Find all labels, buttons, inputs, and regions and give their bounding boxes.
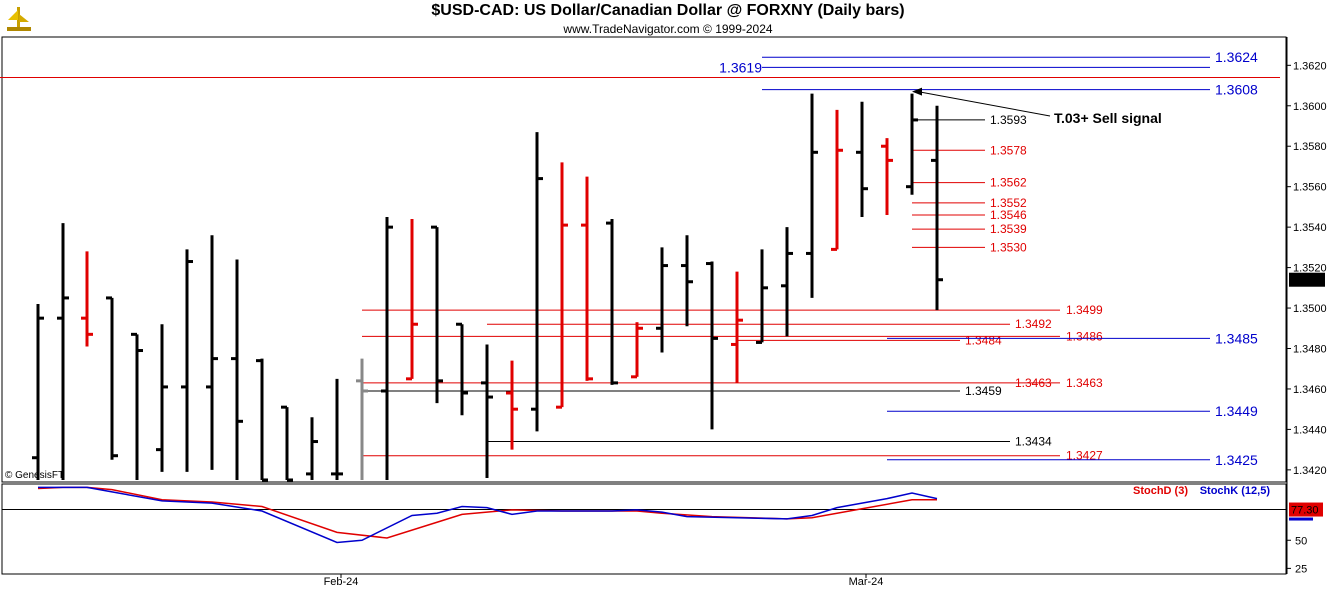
stoch-value-label: 77.30 (1291, 505, 1319, 517)
level-label: 1.3486 (1066, 329, 1103, 343)
price-tick-label: 1.3580 (1293, 141, 1327, 153)
ohlc-bar (81, 251, 93, 347)
level-label: 1.3578 (990, 143, 1027, 157)
level-label: 1.3484 (965, 333, 1002, 347)
price-tick-label: 1.3600 (1293, 101, 1327, 113)
level-label: 1.3459 (965, 384, 1002, 398)
ohlc-bar (206, 235, 218, 470)
price-tick-label: 1.3520 (1293, 263, 1327, 275)
level-label: 1.3449 (1215, 403, 1258, 419)
ohlc-bar (481, 344, 493, 478)
ohlc-bar (731, 271, 743, 383)
ohlc-bar (781, 227, 793, 337)
price-tick-label: 1.3560 (1293, 182, 1327, 194)
ohlc-bar (231, 259, 243, 480)
price-tick-label: 1.3420 (1293, 465, 1327, 477)
stochastic-panel (1, 483, 1287, 575)
last-price-label: 1.3514 (1291, 275, 1325, 287)
level-label: 1.3499 (1066, 303, 1103, 317)
stoch-value-box (1289, 502, 1323, 517)
stoch-tick-label: 25 (1295, 563, 1307, 575)
price-tick-label: 1.3620 (1293, 60, 1327, 72)
ohlc-bar (456, 322, 468, 416)
last-price-box (1289, 272, 1325, 287)
price-tick-label: 1.3500 (1293, 303, 1327, 315)
ohlc-bar (281, 405, 293, 482)
annotation-label: T.03+ Sell signal (1054, 110, 1162, 126)
ohlc-bar (131, 332, 143, 480)
ohlc-bar (306, 417, 318, 480)
level-label: 1.3427 (1066, 449, 1103, 463)
ohlc-bar (431, 225, 443, 404)
level-label: 1.3539 (990, 222, 1027, 236)
level-label: 1.3530 (990, 240, 1027, 254)
ohlc-bar (331, 378, 343, 480)
level-label: 1.3608 (1215, 82, 1258, 98)
level-label: 1.3485 (1215, 330, 1258, 346)
level-label: 1.3562 (990, 176, 1027, 190)
date-label: Feb-24 (324, 576, 359, 588)
ohlc-bar (406, 219, 418, 381)
ohlc-bar (606, 219, 618, 385)
level-label: 1.3624 (1215, 49, 1258, 65)
ohlc-bar (881, 138, 893, 215)
ohlc-bar (756, 249, 768, 344)
trade-navigator-logo-icon (4, 4, 34, 39)
ohlc-bar (256, 358, 268, 482)
annotation-arrow-head (912, 87, 922, 96)
ohlc-bar (631, 322, 643, 379)
ohlc-bar (831, 109, 843, 251)
ohlc-bar (856, 101, 868, 218)
ohlc-bar (356, 358, 368, 480)
level-label: 1.3463 (1066, 376, 1103, 390)
level-label: 1.3434 (1015, 435, 1052, 449)
stochD-legend: StochD (3) (1133, 485, 1188, 497)
stochK-marker (1289, 517, 1313, 521)
date-label: Mar-24 (849, 576, 884, 588)
level-label: 1.3546 (990, 208, 1027, 222)
level-label: 1.3552 (990, 196, 1027, 210)
price-tick-label: 1.3440 (1293, 424, 1327, 436)
ohlc-bar (656, 247, 668, 353)
ohlc-bar (32, 304, 44, 480)
ohlc-bar (706, 261, 718, 430)
level-label-left: 1.3619 (719, 59, 762, 75)
ohlc-bar (156, 324, 168, 472)
ohlc-bar (931, 105, 943, 311)
chart-subtitle: www.TradeNavigator.com © 1999-2024 (563, 22, 773, 36)
stochK-legend: StochK (12,5) (1200, 485, 1271, 497)
ohlc-bar (181, 249, 193, 472)
level-label: 1.3492 (1015, 317, 1052, 331)
genesis-credit: © GenesisFT (5, 470, 64, 481)
price-tick-label: 1.3460 (1293, 384, 1327, 396)
stochD-line (37, 486, 937, 539)
chart-title: $USD-CAD: US Dollar/Canadian Dollar @ FO… (431, 2, 905, 19)
ohlc-bar (906, 93, 918, 195)
ohlc-bar (57, 223, 69, 480)
ohlc-bar (506, 360, 518, 450)
ohlc-bar (556, 162, 568, 409)
ohlc-bar (681, 235, 693, 327)
stochK-line (38, 486, 938, 544)
price-panel (1, 36, 1287, 483)
stoch-tick-label: 50 (1295, 535, 1307, 547)
ohlc-bar (531, 132, 543, 432)
price-tick-label: 1.3480 (1293, 344, 1327, 356)
annotation-arrow-line (917, 91, 1051, 117)
level-label: 1.3425 (1215, 452, 1258, 468)
level-label: 1.3593 (990, 113, 1027, 127)
ohlc-bar (381, 217, 393, 480)
ohlc-bar (581, 176, 593, 381)
ohlc-bar (106, 296, 118, 460)
ohlc-bar (806, 93, 818, 298)
price-tick-label: 1.3540 (1293, 222, 1327, 234)
